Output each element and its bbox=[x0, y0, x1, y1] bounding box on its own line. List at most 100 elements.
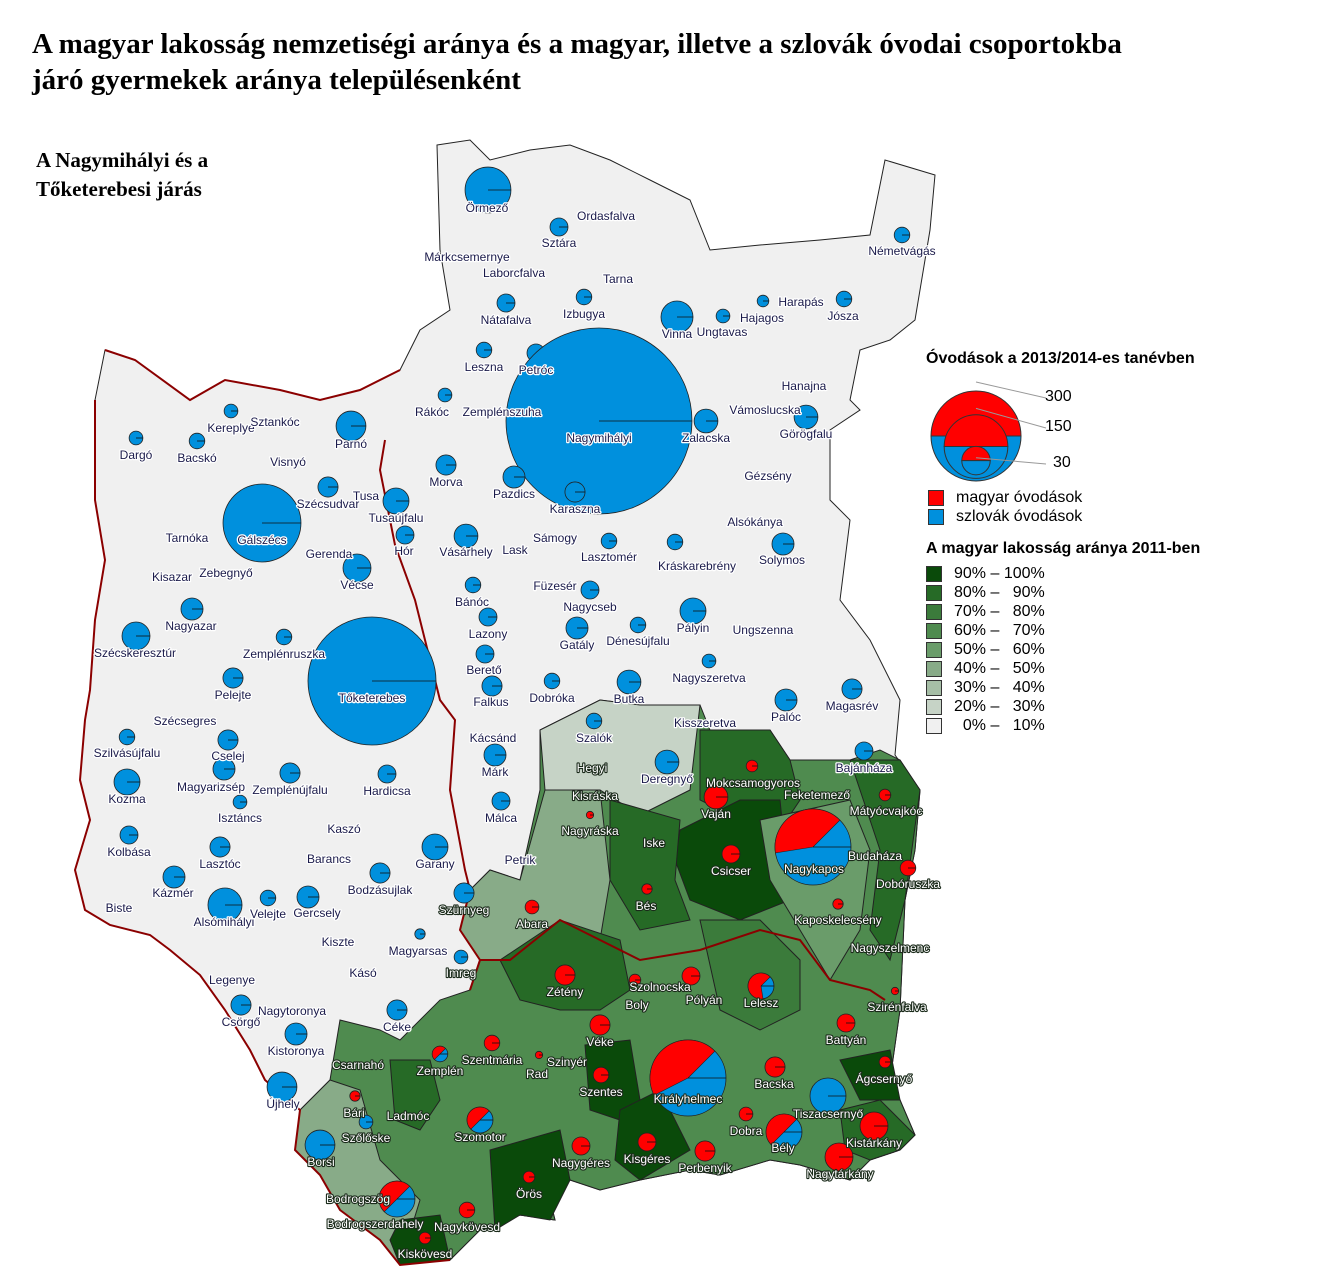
pie-dobroka bbox=[543, 672, 561, 690]
map-title-line1: A magyar lakosság nemzetiségi aránya és … bbox=[32, 28, 1122, 60]
label-galszecs: Gálszécs bbox=[237, 533, 286, 547]
label-hor: Hór bbox=[394, 544, 413, 558]
label-tiszacsernyo: Tiszacsernyő bbox=[793, 1107, 864, 1121]
label-markcsemernye: Márkcsemernye bbox=[424, 250, 510, 264]
label-kozma: Kozma bbox=[108, 792, 146, 806]
label-szirenfalva: Szirénfalva bbox=[867, 1000, 927, 1014]
label-velejte: Velejte bbox=[250, 907, 286, 921]
label-hajagos: Hajagos bbox=[740, 311, 784, 325]
pie-ujhely bbox=[266, 1071, 298, 1103]
label-kaso: Kásó bbox=[349, 966, 377, 980]
pie-kisgeres bbox=[637, 1132, 657, 1152]
label-petroc: Petróc bbox=[519, 363, 554, 377]
label-legenye: Legenye bbox=[209, 973, 255, 987]
pie-vasarhely bbox=[453, 523, 479, 549]
label-imreg: Imreg bbox=[446, 966, 477, 980]
pie-dobra bbox=[738, 1106, 754, 1122]
pie-nagytarkany bbox=[824, 1142, 854, 1172]
label-mokcsamogyoros: Mokcsamogyoros bbox=[706, 776, 800, 790]
district-border-0 bbox=[104, 349, 401, 402]
pie-izbugya bbox=[575, 288, 593, 306]
label-nemetvagas: Németvágás bbox=[868, 244, 935, 258]
map-regions bbox=[74, 139, 936, 1267]
label-nagygeres: Nagygéres bbox=[552, 1156, 610, 1170]
label-szoloske: Szőlőske bbox=[342, 1131, 391, 1145]
label-szinyer: Szinyér bbox=[547, 1055, 587, 1069]
label-csicser: Csicser bbox=[711, 864, 751, 878]
map-title-line2: járó gyermekek aránya településenként bbox=[32, 64, 521, 96]
map-subtitle-line1: A Nagymihályi és a bbox=[36, 148, 209, 172]
pie-szecskeresztur bbox=[121, 621, 151, 651]
label-szolnocska: Szolnocska bbox=[629, 980, 691, 994]
label-ungszenna: Ungszenna bbox=[733, 623, 794, 637]
pie-szilvasujfalu bbox=[118, 728, 136, 746]
label-bodrogszog: Bodrogszög bbox=[326, 1192, 390, 1206]
pie-doboruszka bbox=[899, 859, 917, 877]
pie-velejte bbox=[259, 889, 277, 907]
legend-kindergarten-title: Óvodások a 2013/2014-es tanévben bbox=[926, 350, 1195, 367]
district-border-3 bbox=[480, 918, 886, 1001]
legend-class-swatch bbox=[926, 622, 942, 639]
pie-szomotor bbox=[466, 1106, 494, 1134]
pie-abara bbox=[524, 899, 540, 915]
label-polyan: Pólyán bbox=[686, 993, 723, 1007]
label-bacska: Bacska bbox=[754, 1077, 794, 1091]
label-rad: Rad bbox=[526, 1067, 548, 1081]
pie-bajanhaza bbox=[854, 741, 874, 761]
label-nagyazar: Nagyazar bbox=[165, 619, 216, 633]
label-tarnoka: Tarnóka bbox=[166, 531, 209, 545]
label-sztankoc: Sztankóc bbox=[250, 415, 299, 429]
pie-hungarian-slice bbox=[378, 1180, 411, 1213]
pie-csorgo bbox=[230, 994, 252, 1016]
pie-battyan bbox=[836, 1013, 856, 1033]
legend-population-title: A magyar lakosság aránya 2011-ben bbox=[926, 540, 1201, 557]
legend-class-label: 40% – 50% bbox=[954, 659, 1045, 677]
label-kistarkany: Kistárkány bbox=[846, 1136, 902, 1150]
pie-magyarsas bbox=[414, 928, 426, 940]
legend-leader-line bbox=[975, 457, 1047, 465]
label-bes: Bés bbox=[636, 899, 657, 913]
label-kiszte: Kiszte bbox=[322, 935, 355, 949]
label-boly: Boly bbox=[625, 998, 648, 1012]
pie-bari bbox=[349, 1090, 361, 1102]
pie-banoc bbox=[464, 576, 482, 594]
region-east-edge bbox=[849, 759, 921, 962]
label-gezseny: Gézsény bbox=[744, 469, 791, 483]
label-falkus: Falkus bbox=[473, 695, 508, 709]
pie-lazony bbox=[478, 607, 498, 627]
region-lelesz bbox=[699, 919, 801, 1031]
pie-isztancs bbox=[232, 794, 248, 810]
label-palyin: Pályin bbox=[677, 621, 710, 635]
pie-vajan bbox=[703, 784, 729, 810]
label-gercsely: Gercsely bbox=[293, 906, 340, 920]
pie-denesujfalu bbox=[629, 616, 647, 634]
label-perbenyik: Perbenyik bbox=[678, 1161, 732, 1175]
label-kistoronya: Kistoronya bbox=[268, 1044, 325, 1058]
pie-hungarian-slice bbox=[649, 1039, 716, 1096]
label-dobroka: Dobróka bbox=[529, 691, 575, 705]
label-gerenda: Gerenda bbox=[306, 547, 353, 561]
label-szecsegres: Szécsegres bbox=[154, 714, 217, 728]
label-samogy: Sámogy bbox=[533, 531, 577, 545]
label-solymos: Solymos bbox=[759, 553, 805, 567]
pie-nagykapos bbox=[774, 808, 852, 886]
label-zebegnyo: Zebegnyő bbox=[199, 566, 253, 580]
label-nagytoronya: Nagytoronya bbox=[258, 1004, 326, 1018]
label-zemplen: Zemplén bbox=[417, 1064, 464, 1078]
pie-lelesz bbox=[747, 972, 775, 1000]
legend-size-circles bbox=[930, 381, 1047, 482]
label-matyocvajkoc: Mátyócvajkóc bbox=[850, 804, 923, 818]
pie-josza bbox=[835, 290, 853, 308]
pie-butka bbox=[616, 669, 642, 695]
label-dargo: Dargó bbox=[120, 448, 153, 462]
label-bereto: Berető bbox=[466, 663, 502, 677]
pie-bereto bbox=[475, 644, 495, 664]
label-kazmer: Kázmér bbox=[152, 886, 193, 900]
label-oros: Örös bbox=[516, 1187, 542, 1201]
label-szentes: Szentes bbox=[579, 1085, 622, 1099]
pie-kozma bbox=[113, 768, 141, 796]
label-szilvasujfalu: Szilvásújfalu bbox=[94, 746, 161, 760]
pie-gataly bbox=[565, 616, 589, 640]
pie-hajagos bbox=[756, 294, 770, 308]
